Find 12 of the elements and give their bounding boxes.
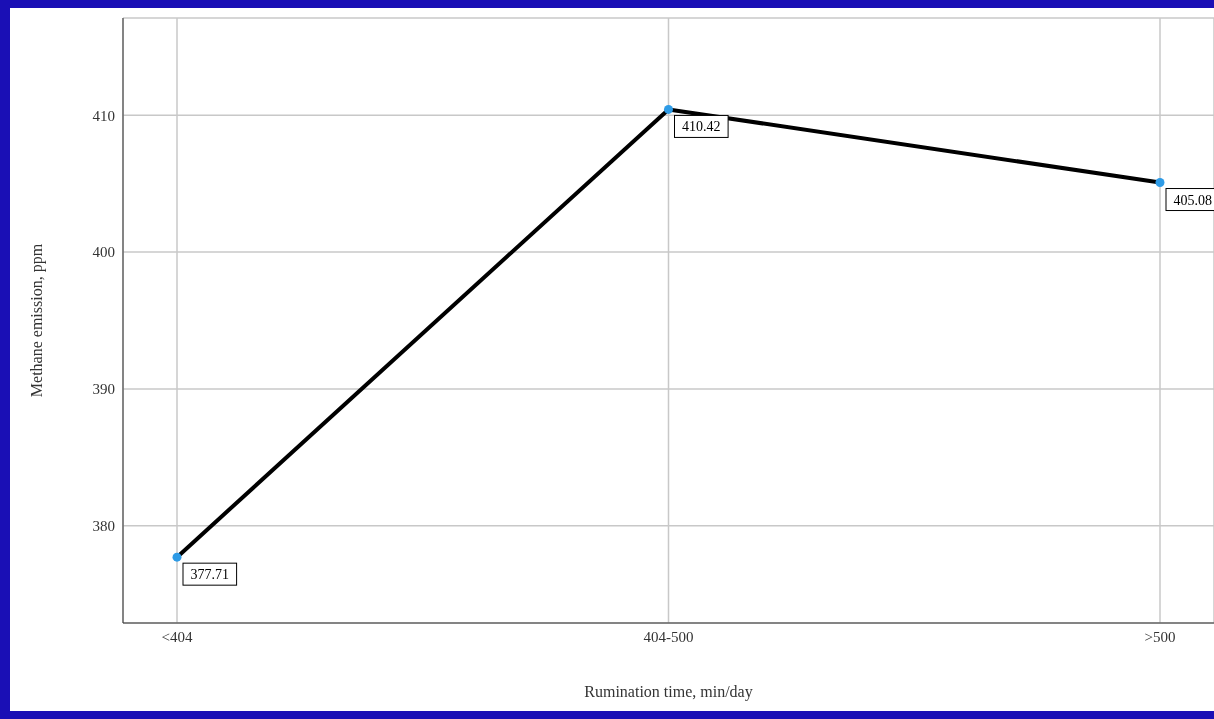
data-label: 377.71: [190, 567, 230, 583]
y-tick-label: 410: [92, 107, 115, 124]
data-label: 405.08: [1173, 192, 1213, 208]
x-tick-label: 404-500: [643, 628, 694, 645]
x-tick-label: >500: [1144, 628, 1176, 645]
y-axis-title: Methane emission, ppm: [27, 243, 46, 398]
y-tick-label: 400: [92, 244, 115, 261]
data-label: 410.42: [682, 119, 721, 135]
x-axis-title: Rumination time, min/day: [584, 683, 753, 701]
y-tick-label: 390: [92, 381, 115, 398]
y-tick-label: 380: [92, 518, 115, 535]
x-tick-label: <404: [161, 628, 193, 645]
